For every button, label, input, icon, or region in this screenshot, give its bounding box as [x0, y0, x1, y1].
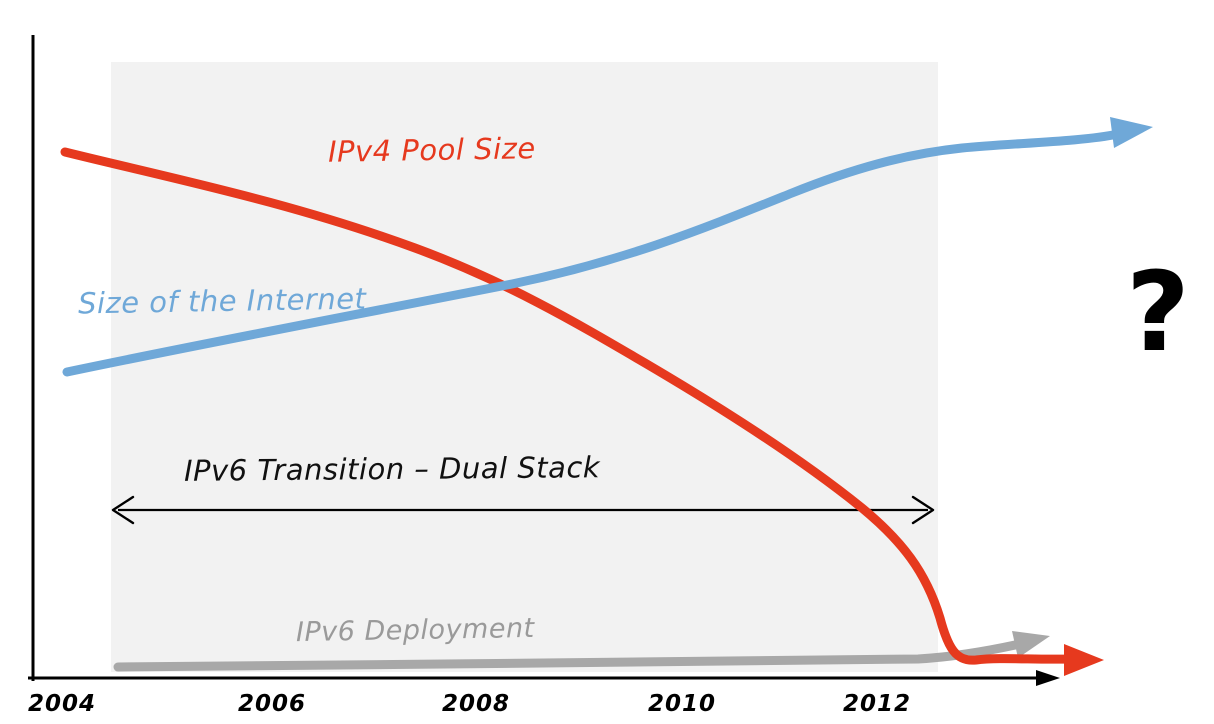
internet-size-label: Size of the Internet	[77, 281, 367, 321]
x-tick-2012: 2012	[842, 691, 911, 717]
transition-label: IPv6 Transition – Dual Stack	[183, 450, 601, 488]
ipv4-pool-line	[60, 147, 1073, 665]
span-arrow-right-icon	[911, 495, 935, 525]
internet-size-line	[62, 129, 1123, 377]
internet-arrow-icon	[1110, 117, 1153, 148]
ipv6-deployment-label: IPv6 Deployment	[295, 612, 535, 649]
x-tick-2010: 2010	[647, 691, 716, 717]
x-axis-arrow-icon	[1036, 670, 1060, 686]
question-mark: ?	[1126, 248, 1190, 376]
x-tick-2008: 2008	[441, 691, 510, 717]
x-tick-2004: 2004	[27, 691, 96, 717]
transition-band	[111, 62, 938, 672]
ipv4-pool-label: IPv4 Pool Size	[327, 131, 536, 169]
ipv6-arrow-icon	[1012, 631, 1050, 658]
ipv4-arrow-icon	[1064, 644, 1104, 676]
span-arrow-left-icon	[111, 495, 135, 525]
x-tick-2006: 2006	[237, 691, 306, 717]
